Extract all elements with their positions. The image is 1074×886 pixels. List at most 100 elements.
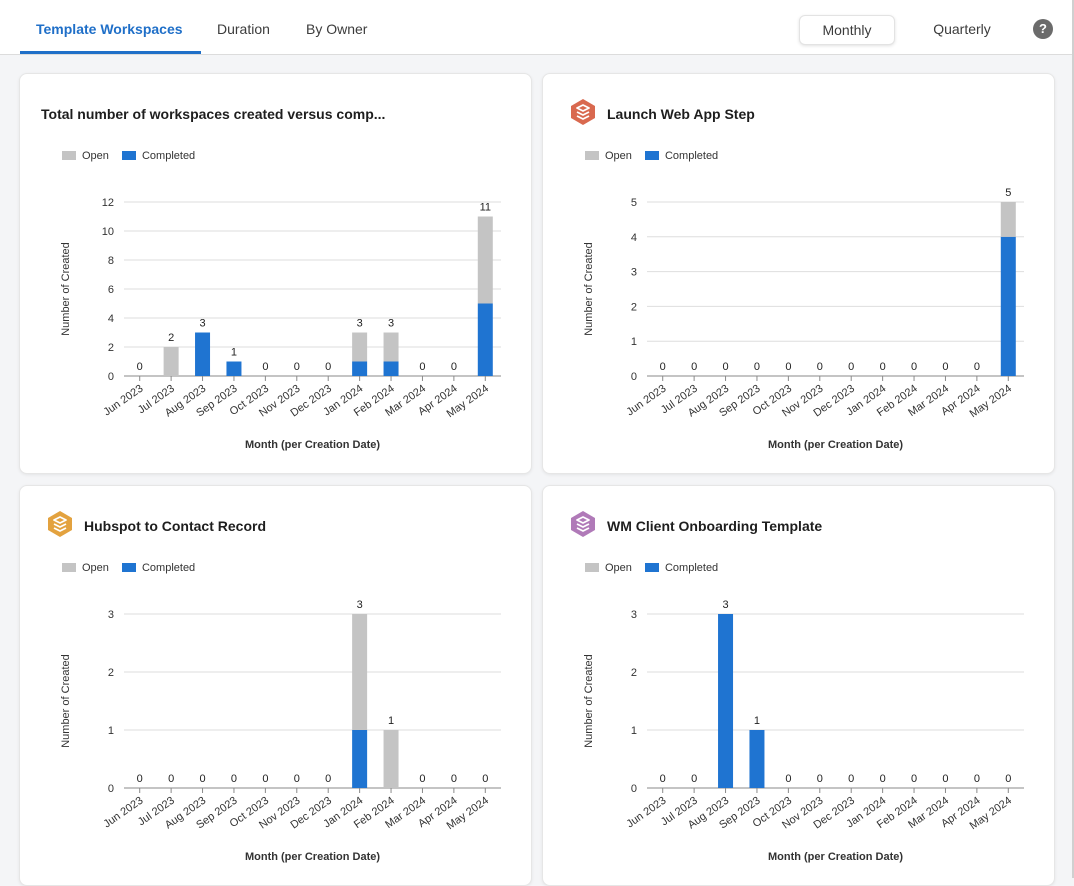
bar-total-label: 0 [942,361,948,373]
bar-total-label: 0 [848,361,854,373]
bar-total-label: 0 [294,773,300,785]
y-tick-label: 3 [631,267,637,279]
bar-open [383,332,399,362]
y-tick-label: 1 [631,725,637,737]
legend-completed: Completed [644,150,718,162]
bar-total-label: 0 [419,773,425,785]
bar-open [163,347,179,376]
bar-total-label: 0 [785,773,791,785]
bar-total-label: 0 [325,773,331,785]
tab-by-owner[interactable]: By Owner [306,21,368,37]
x-tick-label: Jun 2023 [624,795,668,831]
legend-open: Open [585,150,632,162]
legend-swatch-open [585,150,599,160]
quarterly-toggle-button[interactable]: Quarterly [933,21,991,37]
bar-total-label: 0 [451,773,457,785]
y-tick-label: 0 [108,371,114,383]
y-tick-label: 4 [108,313,114,325]
y-tick-label: 1 [631,336,637,348]
bar-open [1000,202,1016,237]
tab-duration[interactable]: Duration [217,21,270,37]
y-tick-label: 0 [631,783,637,795]
y-axis-title: Number of Created [60,654,72,748]
chart-card-launch-web-app-step: Launch Web App Step Open Completed 0 1 2 3 4… [542,73,1055,474]
legend-open: Open [62,562,109,574]
legend-swatch-completed [644,150,659,160]
bar-open [352,614,368,730]
stack-icon [571,511,595,537]
y-axis-title: Number of Created [60,242,72,336]
active-tab-indicator [20,51,201,54]
x-axis-title: Month (per Creation Date) [768,439,903,451]
bar-total-label: 0 [325,361,331,373]
bar-total-label: 0 [482,773,488,785]
chart-legend: Open Completed [62,562,205,574]
bar-total-label: 3 [388,318,394,330]
legend-open: Open [585,562,632,574]
bar-total-label: 0 [691,773,697,785]
legend-swatch-completed [644,562,659,572]
bar-completed [195,332,211,376]
bar-completed [1000,236,1016,376]
bar-total-label: 0 [1005,773,1011,785]
bar-completed [749,730,765,788]
legend-swatch-open [62,562,76,572]
chart-legend: Open Completed [585,150,728,162]
x-tick-label: Jun 2023 [624,383,668,419]
bar-total-label: 0 [817,773,823,785]
bar-total-label: 0 [451,361,457,373]
y-tick-label: 12 [102,197,114,209]
bar-open [352,332,368,362]
card-title: WM Client Onboarding Template [607,518,823,534]
x-axis-title: Month (per Creation Date) [768,851,903,863]
bar-total-label: 0 [294,361,300,373]
y-tick-label: 5 [631,197,637,209]
y-tick-label: 1 [108,725,114,737]
top-navigation-bar: Template Workspaces Duration By Owner Mo… [0,0,1074,55]
tab-template-workspaces[interactable]: Template Workspaces [36,21,183,37]
y-tick-label: 2 [108,667,114,679]
bar-total-label: 0 [262,361,268,373]
legend-swatch-completed [121,562,136,572]
card-title: Launch Web App Step [607,106,755,122]
y-tick-label: 3 [108,609,114,621]
bar-total-label: 0 [942,773,948,785]
bar-total-label: 0 [974,361,980,373]
y-tick-label: 0 [631,371,637,383]
bar-total-label: 0 [911,773,917,785]
chart-card-total: Total number of workspaces created versu… [19,73,532,474]
legend-completed: Completed [644,562,718,574]
chart-card-hubspot-to-contact-record: Hubspot to Contact Record Open Completed… [19,485,532,886]
y-tick-label: 4 [631,232,637,244]
bar-total-label: 3 [357,318,363,330]
help-icon[interactable]: ? [1033,19,1053,39]
legend-swatch-open [585,562,599,572]
bar-total-label: 0 [199,773,205,785]
legend-swatch-open [62,150,76,160]
bar-total-label: 0 [848,773,854,785]
card-title: Total number of workspaces created versu… [41,106,386,122]
y-tick-label: 2 [631,667,637,679]
bar-total-label: 2 [168,332,174,344]
bar-total-label: 0 [880,773,886,785]
legend-open: Open [62,150,109,162]
legend-completed: Completed [121,150,195,162]
chart-legend: Open Completed [585,562,728,574]
bar-completed [383,361,399,376]
bar-total-label: 0 [911,361,917,373]
bar-total-label: 0 [262,773,268,785]
bar-total-label: 1 [231,347,237,359]
legend-swatch-completed [121,150,136,160]
monthly-toggle-button[interactable]: Monthly [799,15,895,45]
y-tick-label: 6 [108,284,114,296]
bar-total-label: 0 [137,361,143,373]
bar-total-label: 3 [199,318,205,330]
bar-total-label: 1 [388,715,394,727]
bar-completed [352,361,368,376]
bar-total-label: 0 [660,361,666,373]
y-axis-title: Number of Created [583,242,595,336]
bar-total-label: 1 [754,715,760,727]
bar-total-label: 0 [817,361,823,373]
